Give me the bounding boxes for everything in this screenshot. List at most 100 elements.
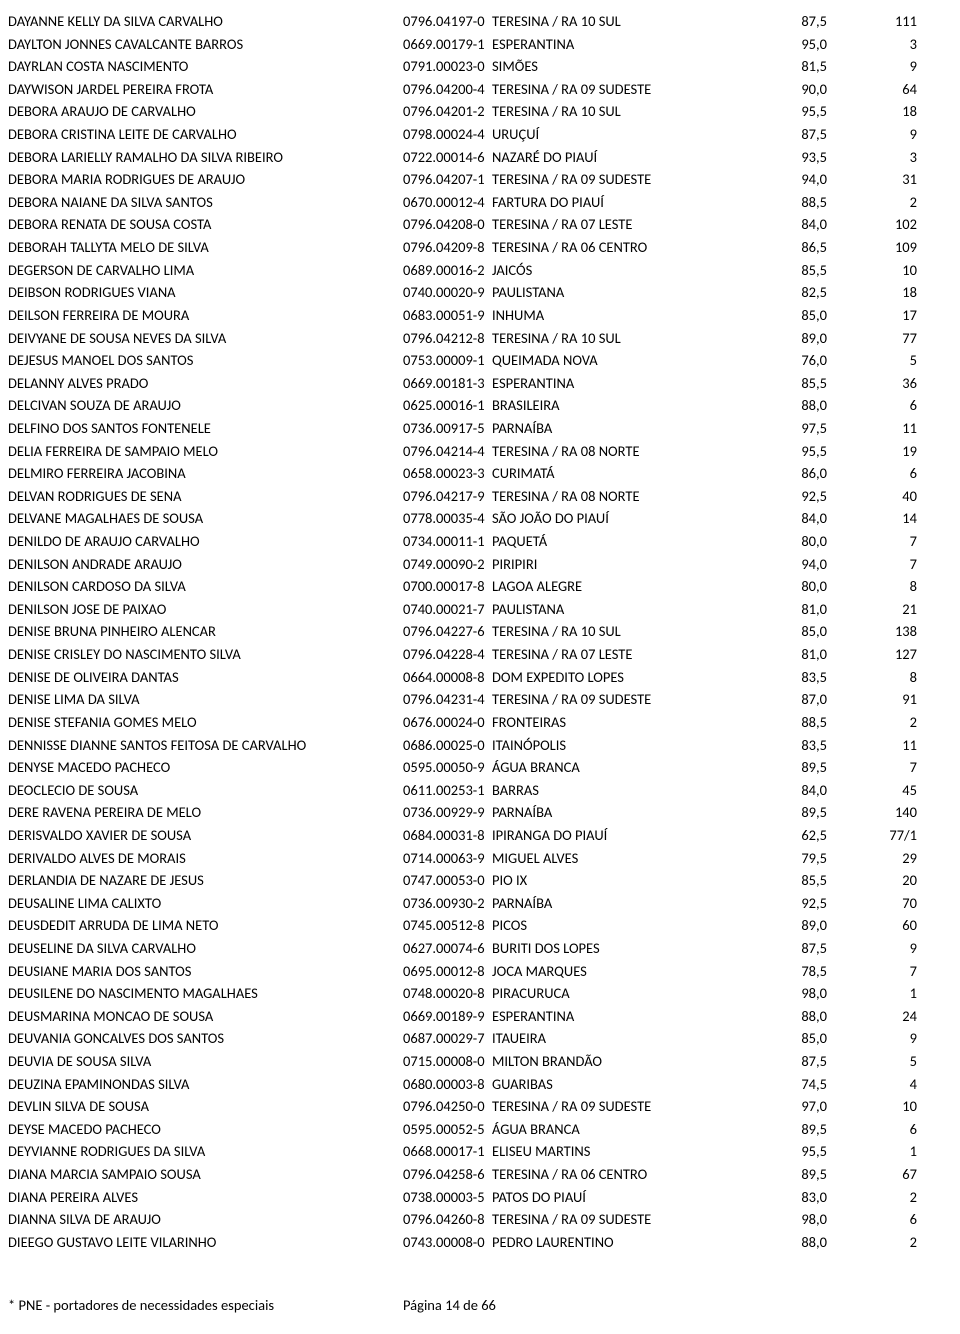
- candidate-code: 0736.00917-5: [403, 417, 492, 440]
- candidate-score: 86,0: [762, 462, 857, 485]
- candidate-score: 86,5: [762, 236, 857, 259]
- candidate-code: 0689.00016-2: [403, 259, 492, 282]
- candidate-rank: 6: [857, 1118, 917, 1141]
- candidate-rank: 45: [857, 779, 917, 802]
- candidate-rank: 5: [857, 1050, 917, 1073]
- candidate-rank: 70: [857, 892, 917, 915]
- candidate-score: 88,5: [762, 191, 857, 214]
- candidate-location: BURITI DOS LOPES: [492, 937, 762, 960]
- candidate-score: 95,5: [762, 440, 857, 463]
- candidate-location: SÃO JOÃO DO PIAUÍ: [492, 507, 762, 530]
- candidate-rank: 10: [857, 259, 917, 282]
- candidate-location: PAULISTANA: [492, 598, 762, 621]
- table-row: DEILSON FERREIRA DE MOURA0683.00051-9INH…: [8, 304, 952, 327]
- candidate-score: 85,0: [762, 304, 857, 327]
- table-row: DEUVANIA GONCALVES DOS SANTOS0687.00029-…: [8, 1027, 952, 1050]
- table-row: DAYLTON JONNES CAVALCANTE BARROS0669.001…: [8, 33, 952, 56]
- candidate-code: 0740.00021-7: [403, 598, 492, 621]
- candidate-name: DEBORA LARIELLY RAMALHO DA SILVA RIBEIRO: [8, 146, 403, 169]
- candidate-score: 83,5: [762, 734, 857, 757]
- candidate-code: 0595.00052-5: [403, 1118, 492, 1141]
- candidate-location: CURIMATÁ: [492, 462, 762, 485]
- candidate-code: 0658.00023-3: [403, 462, 492, 485]
- table-row: DEIBSON RODRIGUES VIANA0740.00020-9PAULI…: [8, 281, 952, 304]
- candidate-code: 0778.00035-4: [403, 507, 492, 530]
- candidate-rank: 77/1: [857, 824, 917, 847]
- table-row: DEBORA NAIANE DA SILVA SANTOS0670.00012-…: [8, 191, 952, 214]
- candidate-name: DELVANE MAGALHAES DE SOUSA: [8, 507, 403, 530]
- candidate-code: 0796.04209-8: [403, 236, 492, 259]
- candidate-rank: 6: [857, 394, 917, 417]
- candidate-location: TERESINA / RA 09 SUDESTE: [492, 688, 762, 711]
- candidate-score: 92,5: [762, 485, 857, 508]
- footer-page-number: Página 14 de 66: [403, 1296, 496, 1314]
- candidate-rank: 14: [857, 507, 917, 530]
- candidate-location: NAZARÉ DO PIAUÍ: [492, 146, 762, 169]
- candidate-rank: 138: [857, 620, 917, 643]
- candidate-name: DEUSELINE DA SILVA CARVALHO: [8, 937, 403, 960]
- candidate-name: DEUVIA DE SOUSA SILVA: [8, 1050, 403, 1073]
- candidate-rank: 29: [857, 847, 917, 870]
- table-row: DEBORA RENATA DE SOUSA COSTA0796.04208-0…: [8, 213, 952, 236]
- candidate-code: 0796.04217-9: [403, 485, 492, 508]
- table-row: DENYSE MACEDO PACHECO0595.00050-9ÁGUA BR…: [8, 756, 952, 779]
- table-row: DENISE BRUNA PINHEIRO ALENCAR0796.04227-…: [8, 620, 952, 643]
- candidate-code: 0668.00017-1: [403, 1140, 492, 1163]
- candidate-rank: 9: [857, 1027, 917, 1050]
- table-row: DEUSILENE DO NASCIMENTO MAGALHAES0748.00…: [8, 982, 952, 1005]
- footer-note: * PNE - portadores de necessidades espec…: [8, 1296, 403, 1314]
- candidate-code: 0714.00063-9: [403, 847, 492, 870]
- table-row: DEOCLECIO DE SOUSA0611.00253-1BARRAS84,0…: [8, 779, 952, 802]
- candidate-score: 76,0: [762, 349, 857, 372]
- candidate-code: 0595.00050-9: [403, 756, 492, 779]
- candidate-score: 81,5: [762, 55, 857, 78]
- candidate-code: 0669.00181-3: [403, 372, 492, 395]
- candidate-score: 88,0: [762, 394, 857, 417]
- candidate-name: DEBORA NAIANE DA SILVA SANTOS: [8, 191, 403, 214]
- candidate-location: BRASILEIRA: [492, 394, 762, 417]
- candidate-score: 62,5: [762, 824, 857, 847]
- table-row: DENISE DE OLIVEIRA DANTAS0664.00008-8DOM…: [8, 666, 952, 689]
- table-row: DEUVIA DE SOUSA SILVA0715.00008-0MILTON …: [8, 1050, 952, 1073]
- candidate-score: 97,5: [762, 417, 857, 440]
- candidate-score: 81,0: [762, 643, 857, 666]
- candidate-score: 92,5: [762, 892, 857, 915]
- candidate-name: DERLANDIA DE NAZARE DE JESUS: [8, 869, 403, 892]
- candidate-location: JAICÓS: [492, 259, 762, 282]
- candidate-name: DERE RAVENA PEREIRA DE MELO: [8, 801, 403, 824]
- candidate-code: 0664.00008-8: [403, 666, 492, 689]
- candidate-rank: 6: [857, 1208, 917, 1231]
- candidate-score: 84,0: [762, 779, 857, 802]
- table-row: DENILSON CARDOSO DA SILVA0700.00017-8LAG…: [8, 575, 952, 598]
- candidate-location: ITAINÓPOLIS: [492, 734, 762, 757]
- table-row: DERLANDIA DE NAZARE DE JESUS0747.00053-0…: [8, 869, 952, 892]
- candidate-code: 0680.00003-8: [403, 1073, 492, 1096]
- table-row: DENISE STEFANIA GOMES MELO0676.00024-0FR…: [8, 711, 952, 734]
- candidate-score: 88,0: [762, 1231, 857, 1254]
- candidate-name: DELFINO DOS SANTOS FONTENELE: [8, 417, 403, 440]
- candidate-name: DEYSE MACEDO PACHECO: [8, 1118, 403, 1141]
- table-row: DEJESUS MANOEL DOS SANTOS0753.00009-1QUE…: [8, 349, 952, 372]
- table-row: DELIA FERREIRA DE SAMPAIO MELO0796.04214…: [8, 440, 952, 463]
- candidate-location: TERESINA / RA 10 SUL: [492, 10, 762, 33]
- candidate-name: DEYVIANNE RODRIGUES DA SILVA: [8, 1140, 403, 1163]
- candidate-code: 0627.00074-6: [403, 937, 492, 960]
- candidate-score: 94,0: [762, 168, 857, 191]
- table-row: DELANNY ALVES PRADO0669.00181-3ESPERANTI…: [8, 372, 952, 395]
- candidate-location: PATOS DO PIAUÍ: [492, 1186, 762, 1209]
- candidate-rank: 5: [857, 349, 917, 372]
- table-row: DAYWISON JARDEL PEREIRA FROTA0796.04200-…: [8, 78, 952, 101]
- candidate-name: DAYLTON JONNES CAVALCANTE BARROS: [8, 33, 403, 56]
- candidate-location: TERESINA / RA 09 SUDESTE: [492, 168, 762, 191]
- table-row: DENILSON JOSE DE PAIXAO0740.00021-7PAULI…: [8, 598, 952, 621]
- candidate-rank: 111: [857, 10, 917, 33]
- candidate-location: ÁGUA BRANCA: [492, 756, 762, 779]
- candidate-name: DENILSON ANDRADE ARAUJO: [8, 553, 403, 576]
- candidate-score: 80,0: [762, 530, 857, 553]
- candidate-name: DENILSON CARDOSO DA SILVA: [8, 575, 403, 598]
- table-row: DEVLIN SILVA DE SOUSA0796.04250-0TERESIN…: [8, 1095, 952, 1118]
- candidate-rank: 31: [857, 168, 917, 191]
- candidate-score: 98,0: [762, 982, 857, 1005]
- table-row: DEUSMARINA MONCAO DE SOUSA0669.00189-9ES…: [8, 1005, 952, 1028]
- table-row: DEBORA ARAUJO DE CARVALHO0796.04201-2TER…: [8, 100, 952, 123]
